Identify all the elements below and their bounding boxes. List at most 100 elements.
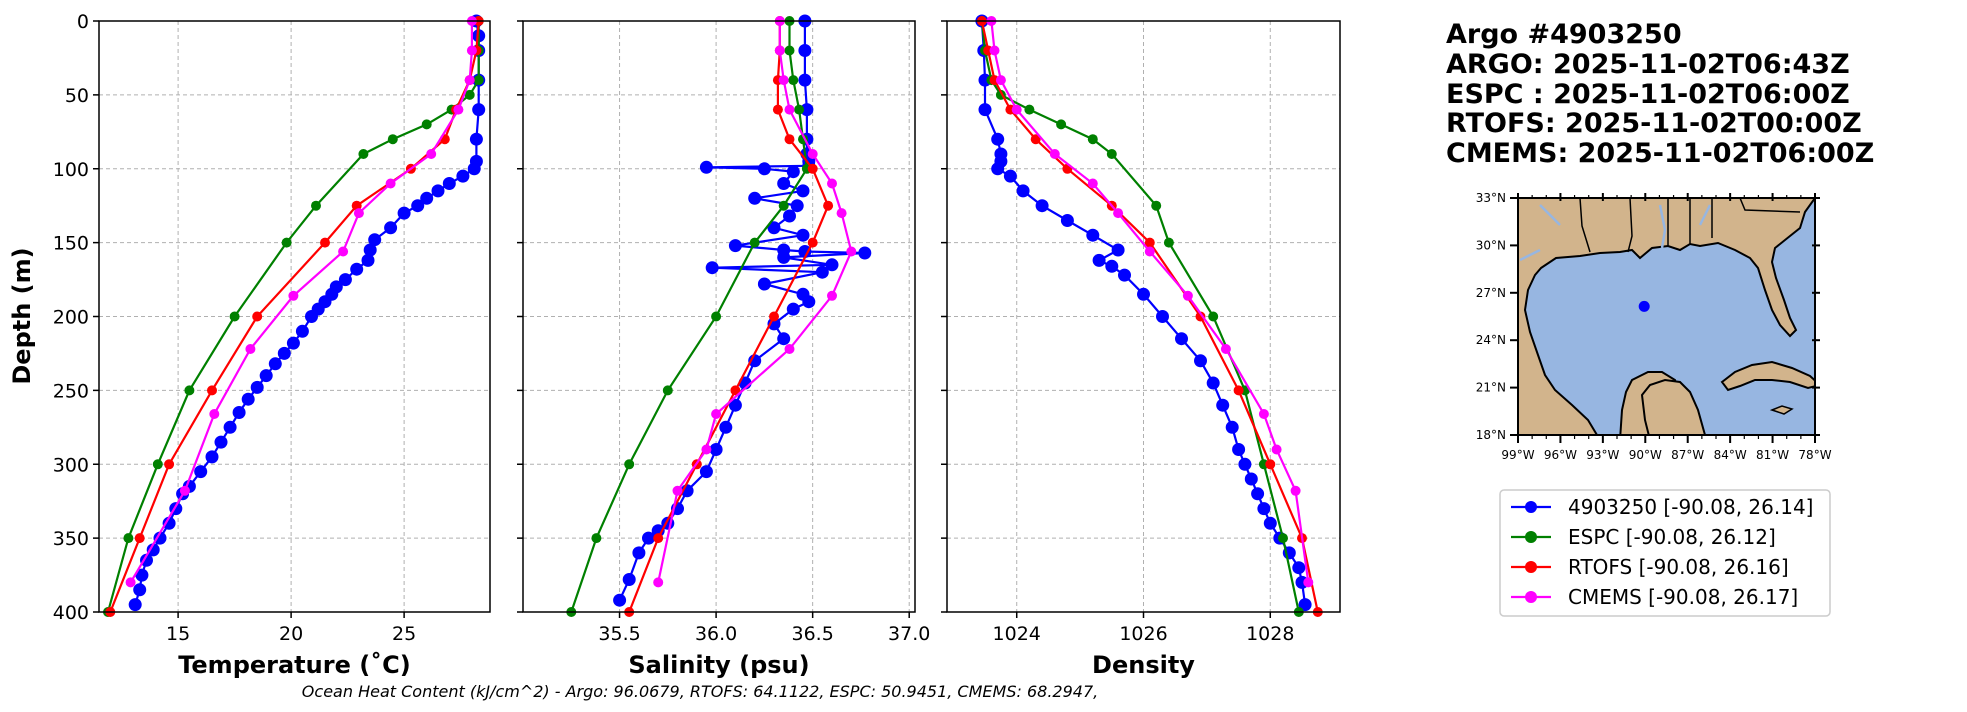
y-tick-label: 400: [53, 602, 89, 624]
data-point: [431, 184, 445, 198]
data-point: [1144, 237, 1155, 248]
data-point: [1137, 287, 1150, 301]
series-line: [990, 20, 1310, 583]
data-point: [825, 258, 839, 272]
map-lat-tick-label: 27°N: [1476, 286, 1506, 300]
y-tick-label: 100: [53, 159, 89, 181]
map-lon-tick-label: 99°W: [1501, 448, 1534, 462]
ocean-heat-content-footnote: Ocean Heat Content (kJ/cm^2) - Argo: 96.…: [302, 682, 1098, 701]
state-borders: [1579, 198, 1801, 253]
legend-marker: [1525, 591, 1537, 603]
map-lon-tick-label: 93°W: [1586, 448, 1619, 462]
data-point: [1144, 246, 1155, 257]
data-point: [1106, 149, 1117, 159]
data-point: [989, 45, 1000, 56]
data-point: [786, 165, 800, 179]
data-point: [774, 45, 785, 56]
series-line: [129, 21, 473, 583]
data-point: [1216, 398, 1230, 412]
data-point: [385, 178, 396, 189]
y-tick-label: 0: [77, 11, 89, 33]
cmems-series: [653, 16, 857, 588]
temperature-panel: 15 20 25050100150200250300350400Temperatur…: [53, 11, 491, 679]
data-point: [123, 533, 134, 544]
data-point: [194, 465, 208, 479]
data-point: [784, 104, 795, 115]
data-point: [1225, 420, 1239, 434]
data-point: [1271, 444, 1282, 455]
data-point: [1016, 184, 1030, 198]
data-point: [1003, 169, 1017, 183]
data-point: [699, 465, 713, 479]
data-point: [748, 191, 762, 205]
data-point: [1011, 104, 1022, 115]
data-point: [205, 450, 219, 464]
map-lat-tick-label: 30°N: [1476, 238, 1506, 252]
data-point: [1233, 385, 1244, 396]
data-point: [1194, 354, 1207, 368]
data-point: [846, 246, 857, 257]
data-point: [259, 369, 273, 383]
data-point: [128, 598, 142, 612]
legend-entry-rtofs: RTOFS [-90.08, 26.16]: [1511, 555, 1789, 579]
data-point: [767, 221, 781, 235]
depth-axis-label: Depth (m): [8, 247, 36, 384]
data-point: [135, 568, 149, 582]
data-point: [798, 245, 812, 258]
data-point: [1035, 199, 1049, 213]
legend-label: 4903250 [-90.08, 26.14]: [1568, 495, 1813, 519]
y-tick-label: 250: [53, 380, 89, 402]
data-point: [815, 265, 829, 279]
data-point: [783, 209, 796, 223]
grid: [523, 21, 915, 612]
x-tick-label: 35.5: [598, 623, 640, 645]
data-point: [719, 420, 733, 434]
series-line: [657, 21, 853, 583]
data-point: [397, 206, 411, 220]
data-point: [807, 237, 818, 248]
density-panel: 1024 1026 1028 Density: [941, 14, 1341, 679]
data-point: [1092, 253, 1106, 267]
data-point: [153, 531, 167, 545]
data-point: [786, 302, 800, 316]
data-point: [711, 311, 722, 322]
data-point: [277, 346, 291, 360]
data-point: [1030, 134, 1041, 145]
data-point: [464, 89, 475, 100]
data-point: [796, 228, 810, 242]
figure-header: Argo #4903250 ARGO: 2025-11-02T06:43Z ES…: [1446, 19, 1874, 169]
data-point: [642, 531, 655, 545]
argo-float-marker: [1638, 300, 1650, 312]
data-point: [164, 459, 175, 470]
map-lat-tick-label: 18°N: [1476, 428, 1506, 442]
data-point: [1251, 487, 1265, 501]
data-point: [672, 485, 683, 496]
data-point: [613, 593, 627, 607]
data-point: [790, 199, 804, 213]
data-point: [311, 200, 321, 211]
data-point: [778, 75, 789, 86]
map-lat-tick-label: 33°N: [1476, 191, 1506, 205]
data-point: [1024, 104, 1035, 115]
data-point: [472, 103, 486, 117]
data-point: [125, 577, 136, 588]
x-tick-label: 15: [166, 623, 190, 645]
y-tick-label: 150: [53, 233, 89, 255]
x-tick-label: 36.0: [695, 623, 737, 645]
data-point: [363, 243, 377, 257]
map-lon-tick-label: 81°W: [1756, 448, 1789, 462]
data-point: [184, 385, 195, 396]
y-tick-label: 300: [53, 454, 89, 476]
data-point: [1195, 311, 1206, 322]
data-point: [338, 273, 352, 287]
data-point: [1238, 457, 1252, 471]
x-tick-label: 1026: [1119, 623, 1167, 645]
legend-marker: [1525, 531, 1537, 543]
header-argo-time: ARGO: 2025-11-02T06:43Z: [1446, 49, 1850, 80]
data-point: [827, 290, 837, 301]
map-lon-tick-label: 96°W: [1544, 448, 1577, 462]
data-point: [368, 233, 382, 247]
data-point: [232, 406, 246, 419]
data-point: [798, 73, 812, 87]
header-cmems-time: CMEMS: 2025-11-02T06:00Z: [1446, 138, 1874, 169]
